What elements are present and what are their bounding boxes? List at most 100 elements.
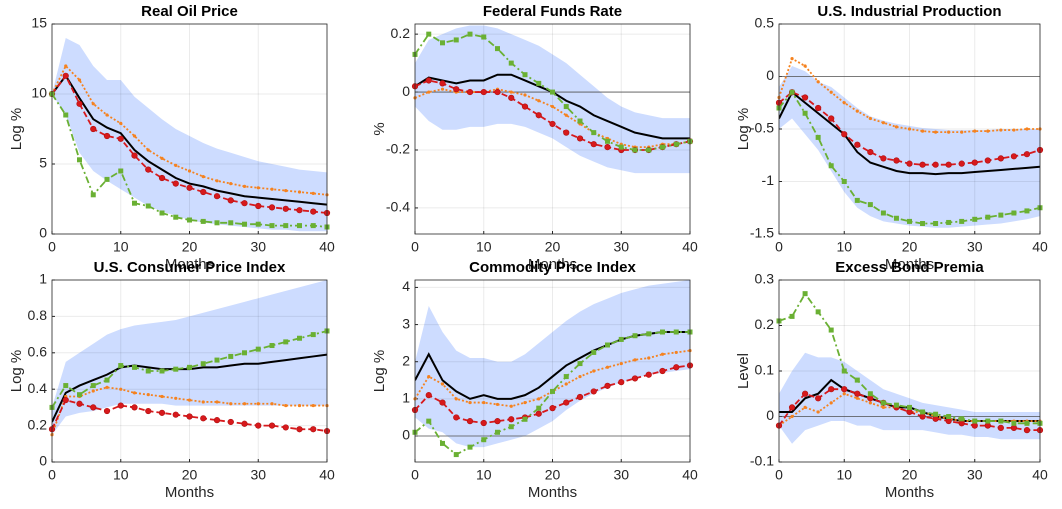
marker: [815, 104, 822, 112]
x-axis-label: Months: [885, 256, 934, 273]
marker: [618, 336, 624, 342]
x-tick-label: 10: [113, 467, 129, 483]
marker: [269, 223, 275, 229]
marker: [255, 422, 262, 429]
x-tick-label: 40: [319, 239, 335, 255]
marker: [907, 404, 912, 410]
x-axis-label: Months: [528, 256, 577, 273]
subplot-title: U.S. Consumer Price Index: [94, 259, 286, 276]
marker: [132, 200, 137, 206]
marker: [660, 352, 665, 356]
series-line: [52, 330, 327, 408]
marker: [632, 147, 638, 153]
marker: [523, 400, 527, 405]
marker: [440, 382, 445, 386]
marker: [480, 88, 487, 96]
x-tick-label: 30: [250, 467, 266, 483]
marker: [590, 388, 597, 395]
marker: [256, 402, 260, 406]
marker: [907, 218, 912, 224]
x-tick-label: 0: [48, 239, 56, 255]
marker: [201, 400, 205, 404]
marker: [468, 400, 472, 405]
marker: [241, 200, 248, 207]
marker: [660, 329, 665, 335]
marker: [932, 161, 939, 168]
marker: [867, 202, 873, 208]
marker: [985, 214, 991, 220]
marker: [829, 401, 833, 405]
y-tick-label: 0.2: [755, 316, 775, 332]
marker: [841, 179, 847, 184]
marker: [90, 383, 96, 389]
x-tick-label: 0: [411, 467, 419, 483]
subplot: 0 5 10 15 0 10 20 30 40 Real Oil Price Months Log %: [8, 3, 335, 273]
marker: [63, 383, 69, 389]
marker: [646, 147, 652, 153]
marker: [842, 392, 846, 396]
marker: [973, 129, 977, 133]
marker: [160, 156, 164, 160]
y-tick-label: 0: [766, 67, 774, 83]
marker: [550, 104, 555, 109]
x-tick-label: 10: [476, 467, 492, 483]
marker: [591, 349, 597, 355]
marker: [242, 221, 247, 227]
marker: [91, 102, 95, 106]
marker: [855, 109, 859, 113]
marker: [633, 358, 637, 362]
series-line: [779, 90, 1040, 225]
subplot: -0.4 -0.2 0 0.2 0 10 20 30 40 Federal Funds Rate M…: [371, 3, 698, 273]
x-tick-label: 30: [613, 467, 629, 483]
marker: [454, 397, 458, 401]
marker: [213, 193, 221, 200]
marker: [919, 413, 926, 420]
axes-box: [51, 279, 328, 463]
marker: [187, 169, 192, 173]
marker: [201, 175, 205, 179]
marker: [803, 64, 807, 68]
marker: [146, 393, 150, 397]
marker: [174, 163, 178, 167]
series-line: [52, 386, 327, 436]
marker: [186, 184, 193, 191]
y-tick-label: 1: [402, 390, 410, 406]
marker: [959, 218, 965, 224]
marker: [105, 113, 109, 117]
marker: [200, 415, 207, 422]
subplot-title: Real Oil Price: [141, 3, 238, 20]
x-tick-label: 30: [613, 239, 629, 255]
marker: [509, 404, 513, 408]
marker: [76, 400, 83, 407]
marker: [881, 405, 886, 409]
marker: [268, 204, 276, 211]
x-tick-label: 40: [1032, 467, 1048, 483]
marker: [284, 189, 288, 193]
marker: [310, 223, 316, 229]
marker: [145, 368, 151, 374]
marker: [494, 88, 501, 96]
y-tick-label: 0.4: [28, 380, 48, 396]
marker: [631, 375, 639, 382]
marker: [453, 86, 460, 93]
marker: [284, 403, 288, 408]
subplot-title: Commodity Price Index: [469, 259, 636, 276]
marker: [440, 440, 445, 446]
marker: [659, 367, 666, 375]
y-tick-label: 0.8: [28, 307, 48, 323]
marker: [1024, 420, 1030, 426]
marker: [77, 157, 82, 163]
marker: [563, 374, 569, 380]
marker: [536, 80, 542, 86]
marker: [426, 418, 432, 424]
marker: [186, 413, 193, 420]
marker: [297, 223, 302, 229]
marker: [297, 403, 302, 408]
marker: [76, 100, 83, 107]
marker: [467, 31, 473, 37]
marker: [673, 329, 679, 335]
marker: [619, 361, 623, 366]
marker: [103, 407, 111, 415]
marker: [802, 110, 808, 116]
